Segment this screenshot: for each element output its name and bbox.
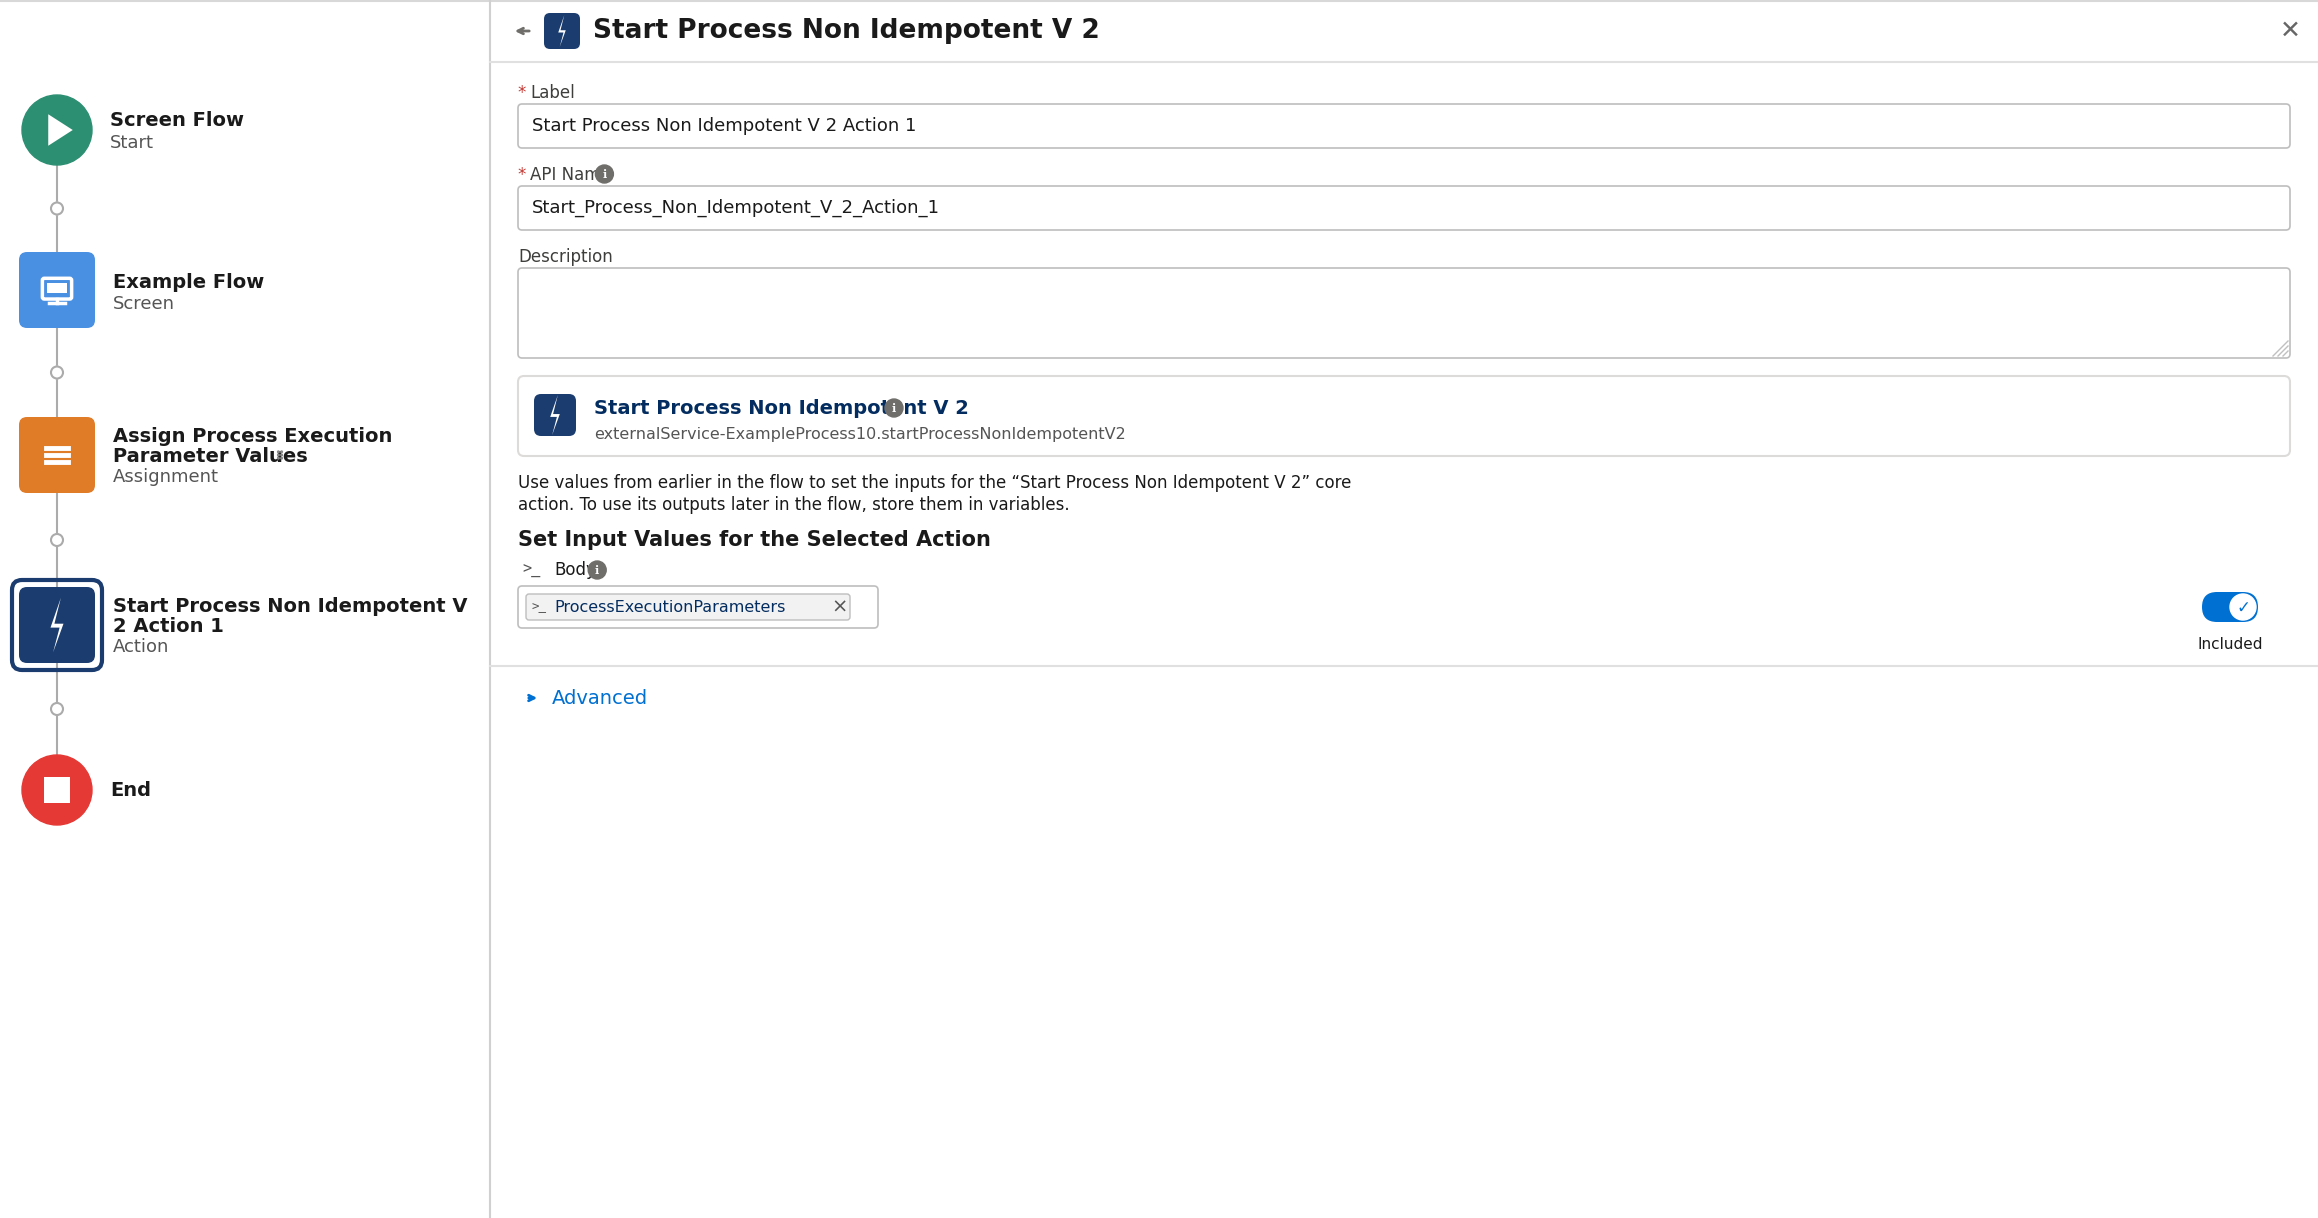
Circle shape bbox=[885, 400, 904, 417]
Text: Parameter Values: Parameter Values bbox=[114, 447, 308, 466]
Circle shape bbox=[21, 95, 93, 164]
Text: action. To use its outputs later in the flow, store them in variables.: action. To use its outputs later in the … bbox=[517, 496, 1069, 514]
FancyBboxPatch shape bbox=[19, 587, 95, 663]
FancyBboxPatch shape bbox=[517, 104, 2290, 149]
FancyBboxPatch shape bbox=[0, 0, 489, 1218]
Polygon shape bbox=[51, 598, 63, 653]
Text: *: * bbox=[517, 84, 531, 102]
Text: Included: Included bbox=[2197, 637, 2262, 652]
FancyBboxPatch shape bbox=[517, 586, 879, 628]
Text: Body: Body bbox=[554, 561, 596, 579]
Text: Start Process Non Idempotent V 2 Action 1: Start Process Non Idempotent V 2 Action … bbox=[533, 117, 916, 135]
Polygon shape bbox=[549, 395, 559, 435]
Text: i: i bbox=[892, 403, 897, 414]
FancyBboxPatch shape bbox=[46, 283, 67, 294]
Text: ProcessExecutionParameters: ProcessExecutionParameters bbox=[554, 599, 786, 615]
FancyBboxPatch shape bbox=[517, 268, 2290, 358]
Circle shape bbox=[21, 755, 93, 825]
Text: Start Process Non Idempotent V: Start Process Non Idempotent V bbox=[114, 598, 468, 616]
Circle shape bbox=[596, 164, 614, 183]
FancyBboxPatch shape bbox=[0, 0, 489, 1218]
Text: Use values from earlier in the flow to set the inputs for the “Start Process Non: Use values from earlier in the flow to s… bbox=[517, 474, 1351, 492]
Text: Example Flow: Example Flow bbox=[114, 273, 264, 291]
Polygon shape bbox=[559, 15, 566, 46]
Text: ×: × bbox=[832, 598, 848, 616]
FancyBboxPatch shape bbox=[2202, 592, 2258, 622]
Text: Description: Description bbox=[517, 248, 612, 266]
FancyBboxPatch shape bbox=[526, 594, 851, 620]
Text: Screen Flow: Screen Flow bbox=[109, 111, 243, 129]
Text: 2 Action 1: 2 Action 1 bbox=[114, 618, 225, 637]
FancyBboxPatch shape bbox=[489, 0, 2318, 1218]
Polygon shape bbox=[49, 114, 72, 146]
Text: API Name: API Name bbox=[531, 166, 610, 184]
Text: ✓: ✓ bbox=[2237, 599, 2251, 618]
Text: externalService-ExampleProcess10.startProcessNonIdempotentV2: externalService-ExampleProcess10.startPr… bbox=[593, 426, 1127, 441]
Circle shape bbox=[51, 202, 63, 214]
Text: >_: >_ bbox=[533, 600, 547, 614]
Text: Start_Process_Non_Idempotent_V_2_Action_1: Start_Process_Non_Idempotent_V_2_Action_… bbox=[533, 199, 941, 217]
Circle shape bbox=[51, 533, 63, 546]
Circle shape bbox=[51, 367, 63, 379]
Text: Set Input Values for the Selected Action: Set Input Values for the Selected Action bbox=[517, 530, 990, 551]
Text: Start: Start bbox=[109, 134, 153, 152]
Text: Advanced: Advanced bbox=[552, 688, 649, 708]
FancyBboxPatch shape bbox=[19, 417, 95, 493]
FancyBboxPatch shape bbox=[44, 777, 70, 803]
Text: >_: >_ bbox=[522, 563, 540, 577]
Circle shape bbox=[51, 703, 63, 715]
Text: ✕: ✕ bbox=[2279, 19, 2299, 43]
Text: *: * bbox=[517, 166, 531, 184]
FancyBboxPatch shape bbox=[517, 376, 2290, 456]
FancyBboxPatch shape bbox=[517, 186, 2290, 230]
Text: Label: Label bbox=[531, 84, 575, 102]
Text: Screen: Screen bbox=[114, 295, 174, 313]
Text: End: End bbox=[109, 781, 151, 799]
FancyBboxPatch shape bbox=[545, 13, 580, 49]
Text: Assign Process Execution: Assign Process Execution bbox=[114, 428, 392, 447]
Text: Assignment: Assignment bbox=[114, 468, 218, 486]
Text: i: i bbox=[596, 565, 600, 576]
Text: Start Process Non Idempotent V 2: Start Process Non Idempotent V 2 bbox=[593, 398, 969, 418]
Text: Start Process Non Idempotent V 2: Start Process Non Idempotent V 2 bbox=[593, 18, 1099, 44]
Circle shape bbox=[589, 561, 607, 579]
FancyBboxPatch shape bbox=[533, 393, 575, 436]
Circle shape bbox=[2230, 594, 2255, 620]
Text: Action: Action bbox=[114, 638, 169, 657]
Text: i: i bbox=[603, 169, 607, 180]
FancyBboxPatch shape bbox=[19, 252, 95, 328]
